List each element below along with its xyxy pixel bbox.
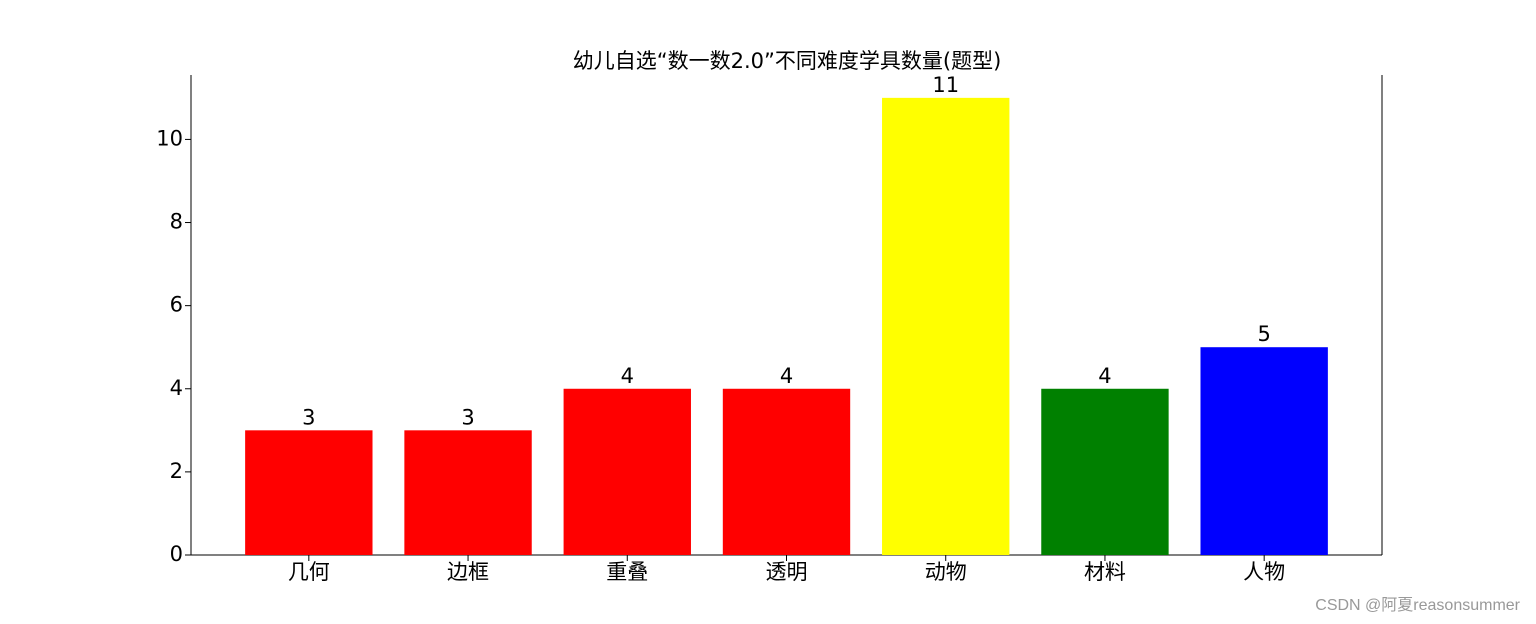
x-tick-label: 人物 — [1243, 560, 1285, 584]
y-tick-label: 2 — [170, 459, 183, 483]
y-tick-label: 0 — [170, 542, 183, 566]
bar — [1041, 388, 1169, 555]
bar — [404, 430, 532, 555]
x-tick-label: 透明 — [766, 560, 808, 584]
x-tick-label: 重叠 — [606, 560, 648, 584]
y-tick-label: 6 — [170, 293, 183, 317]
bar — [722, 388, 851, 555]
value-label: 3 — [302, 405, 315, 429]
x-tick-label: 动物 — [925, 560, 967, 584]
bar — [1200, 347, 1328, 555]
watermark: CSDN @阿夏reasonsummer — [1315, 596, 1520, 614]
bar — [563, 388, 691, 555]
x-tick-label: 边框 — [447, 560, 489, 584]
value-label: 11 — [932, 73, 959, 97]
y-tick-label: 10 — [156, 126, 183, 150]
y-tick-label: 8 — [170, 210, 183, 234]
bar — [245, 430, 373, 555]
value-label: 3 — [461, 405, 474, 429]
value-label: 4 — [1098, 364, 1111, 388]
x-tick-label: 几何 — [288, 560, 330, 584]
chart-title: 幼儿自选“数一数2.0”不同难度学具数量(题型) — [573, 49, 1002, 73]
y-tick-label: 4 — [170, 376, 183, 400]
x-tick-label: 材料 — [1084, 560, 1126, 584]
bar — [882, 97, 1010, 555]
value-label: 4 — [621, 364, 634, 388]
value-label: 4 — [780, 364, 793, 388]
value-label: 5 — [1257, 322, 1270, 346]
